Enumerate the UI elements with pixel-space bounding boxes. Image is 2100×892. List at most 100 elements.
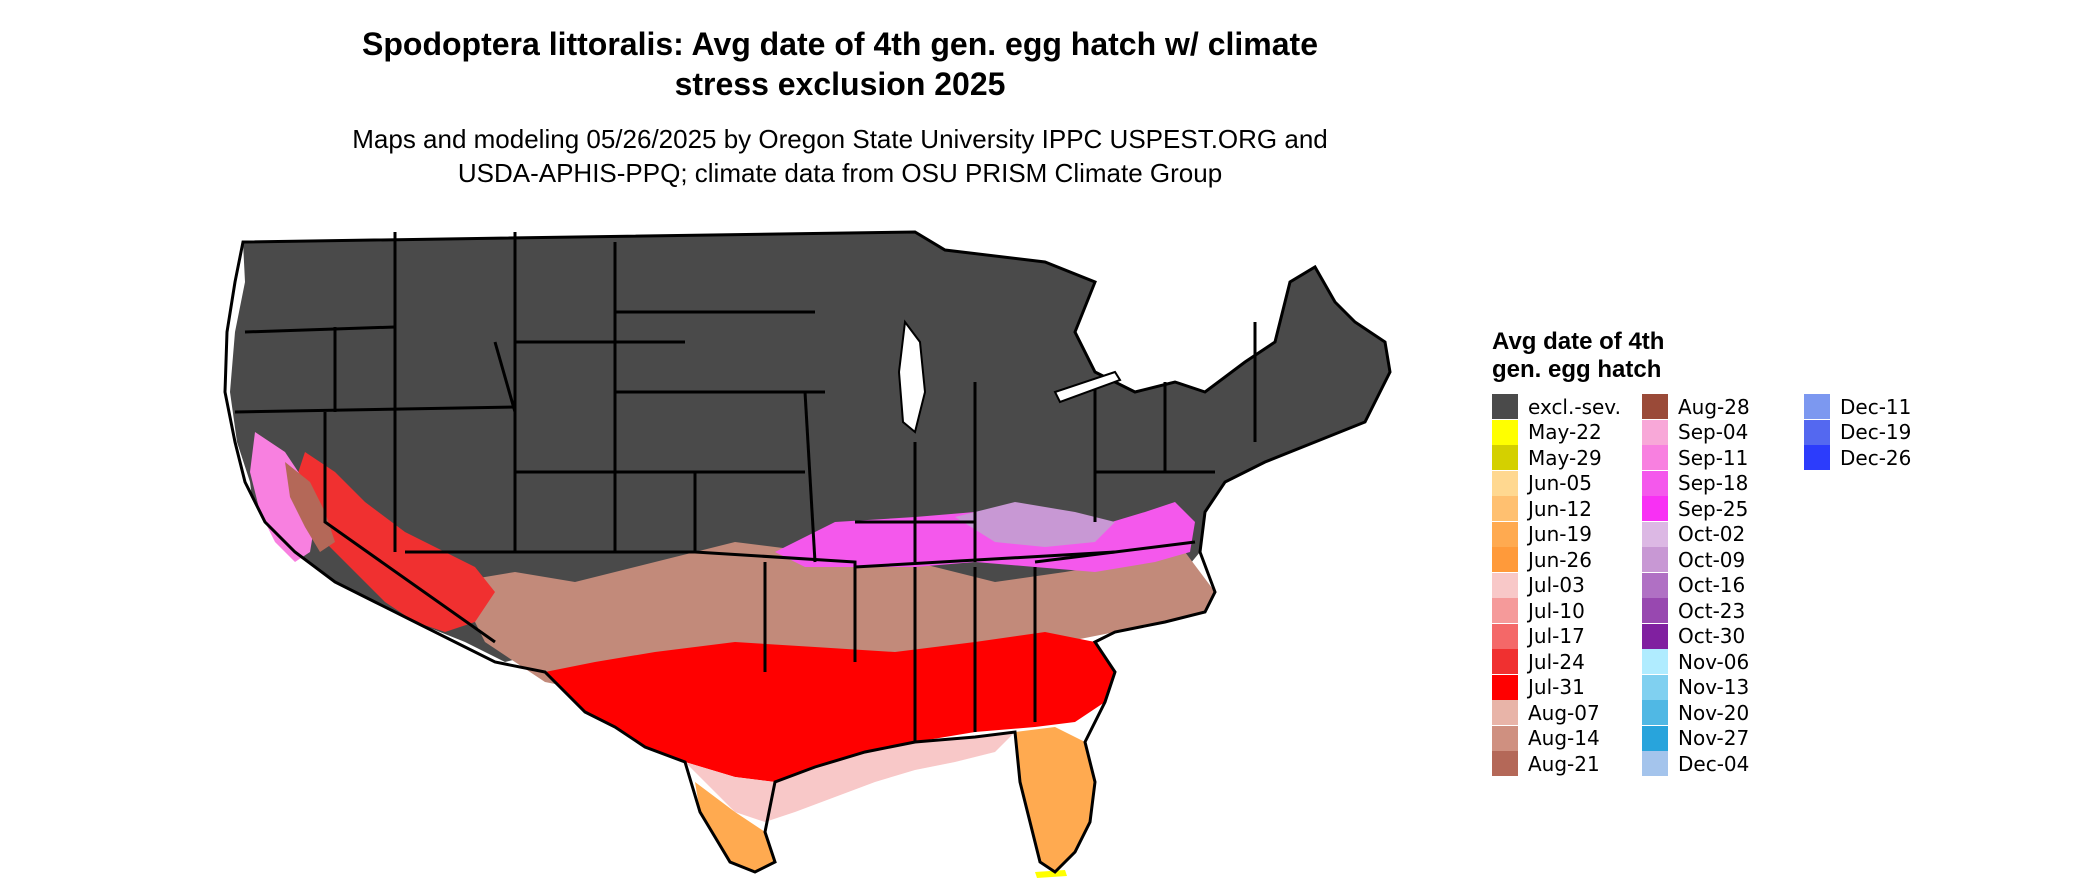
map-subtitle: Maps and modeling 05/26/2025 by Oregon S…: [250, 122, 1430, 190]
legend-swatch: [1492, 394, 1518, 419]
legend-item: Oct-16: [1642, 572, 1745, 598]
legend-item: May-22: [1492, 419, 1602, 445]
legend-swatch: [1492, 623, 1518, 649]
legend-item: Jun-05: [1492, 470, 1592, 496]
region-jul-red: [545, 632, 1115, 782]
legend-item: Jun-26: [1492, 547, 1592, 572]
legend-item: Sep-11: [1642, 445, 1748, 470]
legend-swatch: [1642, 394, 1668, 419]
legend-item: Oct-09: [1642, 547, 1745, 572]
region-florida-keys: [1035, 870, 1067, 878]
legend-label: Jun-12: [1528, 496, 1592, 521]
state-borders: [223, 230, 1392, 874]
legend-label: Aug-21: [1528, 751, 1600, 776]
great-lakes: [897, 319, 1122, 434]
legend-item: Aug-14: [1492, 725, 1600, 751]
legend-label: Jul-31: [1528, 675, 1585, 699]
legend-label: Jul-24: [1528, 649, 1585, 674]
legend-item: Aug-07: [1492, 700, 1600, 725]
legend-item: Jul-10: [1492, 598, 1585, 623]
legend-swatch: [1642, 725, 1668, 751]
legend-swatch: [1642, 547, 1668, 572]
legend-label: Dec-26: [1840, 445, 1912, 470]
legend-label: Nov-06: [1678, 649, 1750, 674]
legend-label: Oct-30: [1678, 624, 1746, 648]
region-california-coast: [250, 432, 315, 562]
region-florida: [1015, 727, 1095, 872]
legend-item: Dec-26: [1804, 445, 1911, 470]
legend-label: Aug-14: [1528, 726, 1600, 750]
legend-label: Sep-04: [1678, 420, 1749, 444]
legend-swatch: [1492, 598, 1518, 623]
legend-label: Dec-19: [1840, 420, 1912, 444]
region-oct-band: [955, 502, 1115, 547]
legend-swatch: [1642, 419, 1668, 445]
region-gulf-coast: [685, 732, 1015, 822]
legend-swatch: [1642, 496, 1668, 521]
legend-item: Jul-03: [1492, 572, 1585, 598]
legend-item: May-29: [1492, 445, 1602, 470]
legend-item: Dec-11: [1804, 394, 1911, 419]
legend-swatch: [1492, 521, 1518, 547]
subtitle-line-1: Maps and modeling 05/26/2025 by Oregon S…: [352, 124, 1328, 154]
legend-item: Dec-19: [1804, 419, 1912, 445]
legend-title: Avg date of 4th gen. egg hatch: [1492, 328, 1752, 384]
us-hatch-date-map: [215, 230, 1392, 878]
legend-label: Nov-27: [1678, 726, 1750, 750]
legend-swatch: [1642, 598, 1668, 623]
subtitle-line-2: USDA-APHIS-PPQ; climate data from OSU PR…: [457, 158, 1223, 188]
legend-label: Nov-20: [1678, 700, 1750, 725]
legend-label: Jul-17: [1528, 624, 1585, 648]
legend: Avg date of 4th gen. egg hatch excl.-sev…: [1492, 328, 1911, 776]
legend-swatch: [1804, 394, 1830, 419]
legend-item: Oct-02: [1642, 521, 1746, 547]
legend-swatch: [1492, 649, 1518, 674]
legend-item: Jun-19: [1492, 521, 1592, 547]
legend-swatch: [1642, 445, 1668, 470]
legend-swatch: [1642, 649, 1668, 674]
legend-item: Jul-31: [1492, 674, 1585, 700]
legend-item: Oct-23: [1642, 598, 1745, 623]
title-line-2: stress exclusion 2025: [674, 66, 1006, 102]
legend-swatch: [1492, 674, 1518, 700]
legend-item: Sep-04: [1642, 419, 1749, 445]
legend-label: Oct-02: [1678, 522, 1746, 546]
legend-title-line-2: gen. egg hatch: [1492, 356, 1662, 383]
legend-item: Jul-24: [1492, 649, 1585, 674]
legend-item: Jul-17: [1492, 623, 1585, 649]
legend-item: Sep-25: [1642, 496, 1748, 521]
legend-label: Jul-03: [1528, 573, 1585, 597]
legend-label: Aug-07: [1528, 700, 1600, 725]
legend-label: Sep-11: [1678, 445, 1749, 470]
legend-label: Oct-23: [1678, 598, 1746, 623]
legend-item: Oct-30: [1642, 623, 1746, 649]
legend-item: Aug-28: [1642, 394, 1750, 419]
legend-swatch: [1492, 419, 1518, 445]
legend-swatch: [1642, 700, 1668, 725]
legend-entries: excl.-sev. May-22 May-29 Jun-05 Jun-12 Jun-19…: [1492, 394, 1992, 794]
map-regions: [215, 232, 1390, 878]
legend-swatch: [1642, 751, 1668, 776]
legend-item: Aug-21: [1492, 751, 1600, 776]
legend-label: Jun-19: [1528, 522, 1592, 546]
legend-label: excl.-sev.: [1528, 394, 1621, 419]
legend-label: Sep-18: [1678, 471, 1749, 495]
legend-item: Nov-27: [1642, 725, 1750, 751]
legend-swatch: [1492, 751, 1518, 776]
legend-swatch: [1492, 572, 1518, 598]
legend-swatch: [1642, 623, 1668, 649]
legend-label: May-29: [1528, 445, 1602, 470]
legend-item: Sep-18: [1642, 470, 1749, 496]
legend-item: Nov-20: [1642, 700, 1749, 725]
map-title: Spodoptera littoralis: Avg date of 4th g…: [250, 24, 1430, 104]
legend-label: Dec-11: [1840, 394, 1912, 419]
legend-item: excl.-sev.: [1492, 394, 1621, 419]
legend-swatch: [1492, 725, 1518, 751]
legend-label: Jun-26: [1528, 547, 1592, 572]
legend-title-line-1: Avg date of 4th: [1492, 328, 1665, 355]
legend-item: Dec-04: [1642, 751, 1749, 776]
lake-michigan: [897, 319, 927, 434]
legend-swatch: [1642, 470, 1668, 496]
legend-label: Jul-10: [1528, 598, 1585, 623]
title-line-1: Spodoptera littoralis: Avg date of 4th g…: [362, 26, 1318, 62]
